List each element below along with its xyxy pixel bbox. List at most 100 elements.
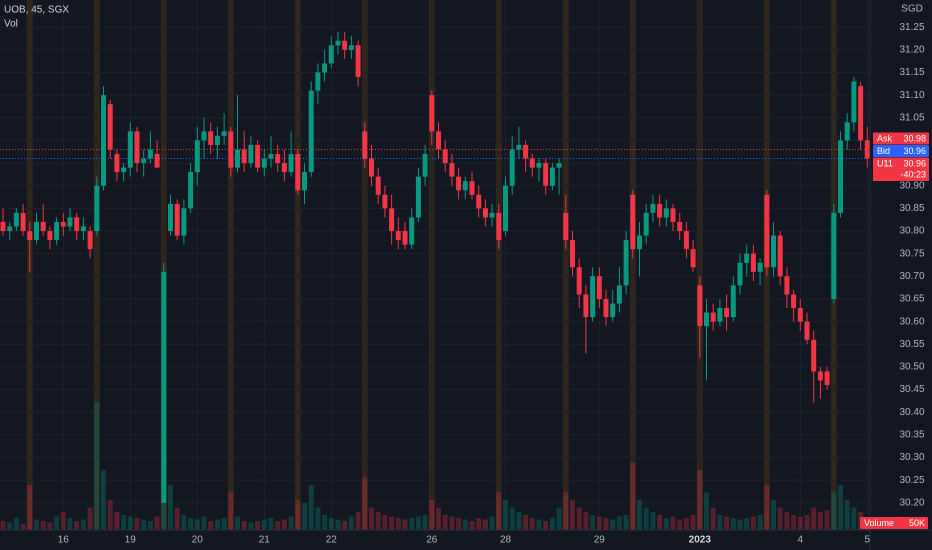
candle-body <box>697 285 703 327</box>
volume-bar <box>704 492 709 530</box>
volume-bar <box>757 515 763 530</box>
y-tick-label: 30.25 <box>899 475 924 486</box>
candle-body <box>630 194 636 250</box>
volume-bar <box>570 500 575 530</box>
candle-body <box>0 221 6 232</box>
volume-bar <box>375 512 381 530</box>
grid <box>0 0 870 530</box>
candle-body <box>20 212 26 232</box>
volume-bar <box>583 512 589 530</box>
volume-bar <box>47 522 53 530</box>
candle-body <box>335 40 341 46</box>
candle-body <box>188 172 194 209</box>
quote-value: 30.96 <box>903 146 926 156</box>
candle-body <box>797 308 803 322</box>
candle-body <box>168 203 173 232</box>
volume-bar <box>80 519 86 530</box>
volume-bar <box>610 519 616 530</box>
candle-body <box>737 262 743 286</box>
candle-body <box>476 194 482 209</box>
volume-bar <box>650 512 656 530</box>
candle-body <box>308 90 314 173</box>
volume-bar <box>335 519 341 530</box>
volume-bar <box>389 516 395 530</box>
volume-bar <box>556 507 562 530</box>
candle-body <box>255 144 261 168</box>
volume-bar <box>824 510 830 530</box>
candle-body <box>161 271 167 503</box>
candle-body <box>348 45 354 50</box>
candle-body <box>389 208 395 232</box>
candle-body <box>529 158 535 168</box>
volume-bar <box>590 515 596 530</box>
quote-value: 30.96 <box>903 158 926 168</box>
volume-bar <box>168 485 173 530</box>
volume-bar <box>516 512 522 530</box>
volume-bar <box>844 500 850 530</box>
candle-body <box>637 235 642 250</box>
y-tick-label: 30.85 <box>899 203 924 214</box>
candle-body <box>241 149 247 164</box>
candle-body <box>288 154 294 173</box>
y-tick-label: 30.75 <box>899 248 924 259</box>
candle-body <box>730 285 736 318</box>
volume-bar <box>670 516 676 530</box>
volume-bar <box>616 516 622 530</box>
candle-body <box>777 235 783 277</box>
x-tick-label: 21 <box>259 535 271 546</box>
volume-bar <box>657 515 663 530</box>
volume-bar <box>576 507 582 530</box>
candle-body <box>395 231 401 241</box>
volume-bar <box>730 518 736 530</box>
volume-bar <box>442 515 448 530</box>
volume-bar <box>101 470 106 530</box>
session-band <box>562 0 569 530</box>
volume-bar <box>409 518 415 530</box>
candle-body <box>422 154 428 177</box>
candle-body <box>750 253 756 272</box>
candle-body <box>342 40 348 50</box>
candle-body <box>436 131 441 150</box>
countdown: -40:23 <box>900 169 926 179</box>
candle-body <box>610 303 616 318</box>
axes: 30.20 30.25 30.30 30.35 30.40 30.45 30.50 30.55… <box>58 22 925 546</box>
candle-body <box>107 104 113 150</box>
volume-bar <box>663 518 669 530</box>
candle-body <box>563 212 569 241</box>
candle-body <box>201 131 207 141</box>
volume-bar <box>436 507 441 530</box>
volume-bar <box>831 492 837 530</box>
candle-body <box>677 221 683 232</box>
quote-box <box>873 144 929 157</box>
candle-body <box>275 154 281 164</box>
volume-bar <box>449 516 455 530</box>
candle-body <box>415 176 421 218</box>
candle-body <box>94 185 100 232</box>
candle-body <box>536 163 542 168</box>
volume-bar <box>241 521 247 530</box>
candle-body <box>375 176 381 195</box>
volume-bar <box>134 518 140 530</box>
volume-bar <box>838 485 843 530</box>
chart-title: UOB, 45, SGX <box>4 5 69 16</box>
candle-body <box>228 131 234 168</box>
volume-bar <box>201 516 207 530</box>
candle-body <box>596 276 602 299</box>
candle-body <box>811 339 817 372</box>
candle-body <box>315 72 321 91</box>
subtitle: Vol <box>4 19 18 30</box>
volume-bar <box>630 462 636 530</box>
candle-body <box>543 163 549 186</box>
volume-bar <box>482 519 488 530</box>
candle-body <box>214 135 220 145</box>
y-tick-label: 30.60 <box>899 316 924 327</box>
volume-bar <box>683 518 689 530</box>
session-band <box>629 0 636 530</box>
quote-box <box>873 132 929 145</box>
candle-body <box>74 217 80 232</box>
volume-bar <box>637 500 642 530</box>
quote-name: Bid <box>877 146 890 156</box>
volume-bar <box>784 512 790 530</box>
candle-body <box>657 203 663 218</box>
volume-bar <box>94 402 100 530</box>
